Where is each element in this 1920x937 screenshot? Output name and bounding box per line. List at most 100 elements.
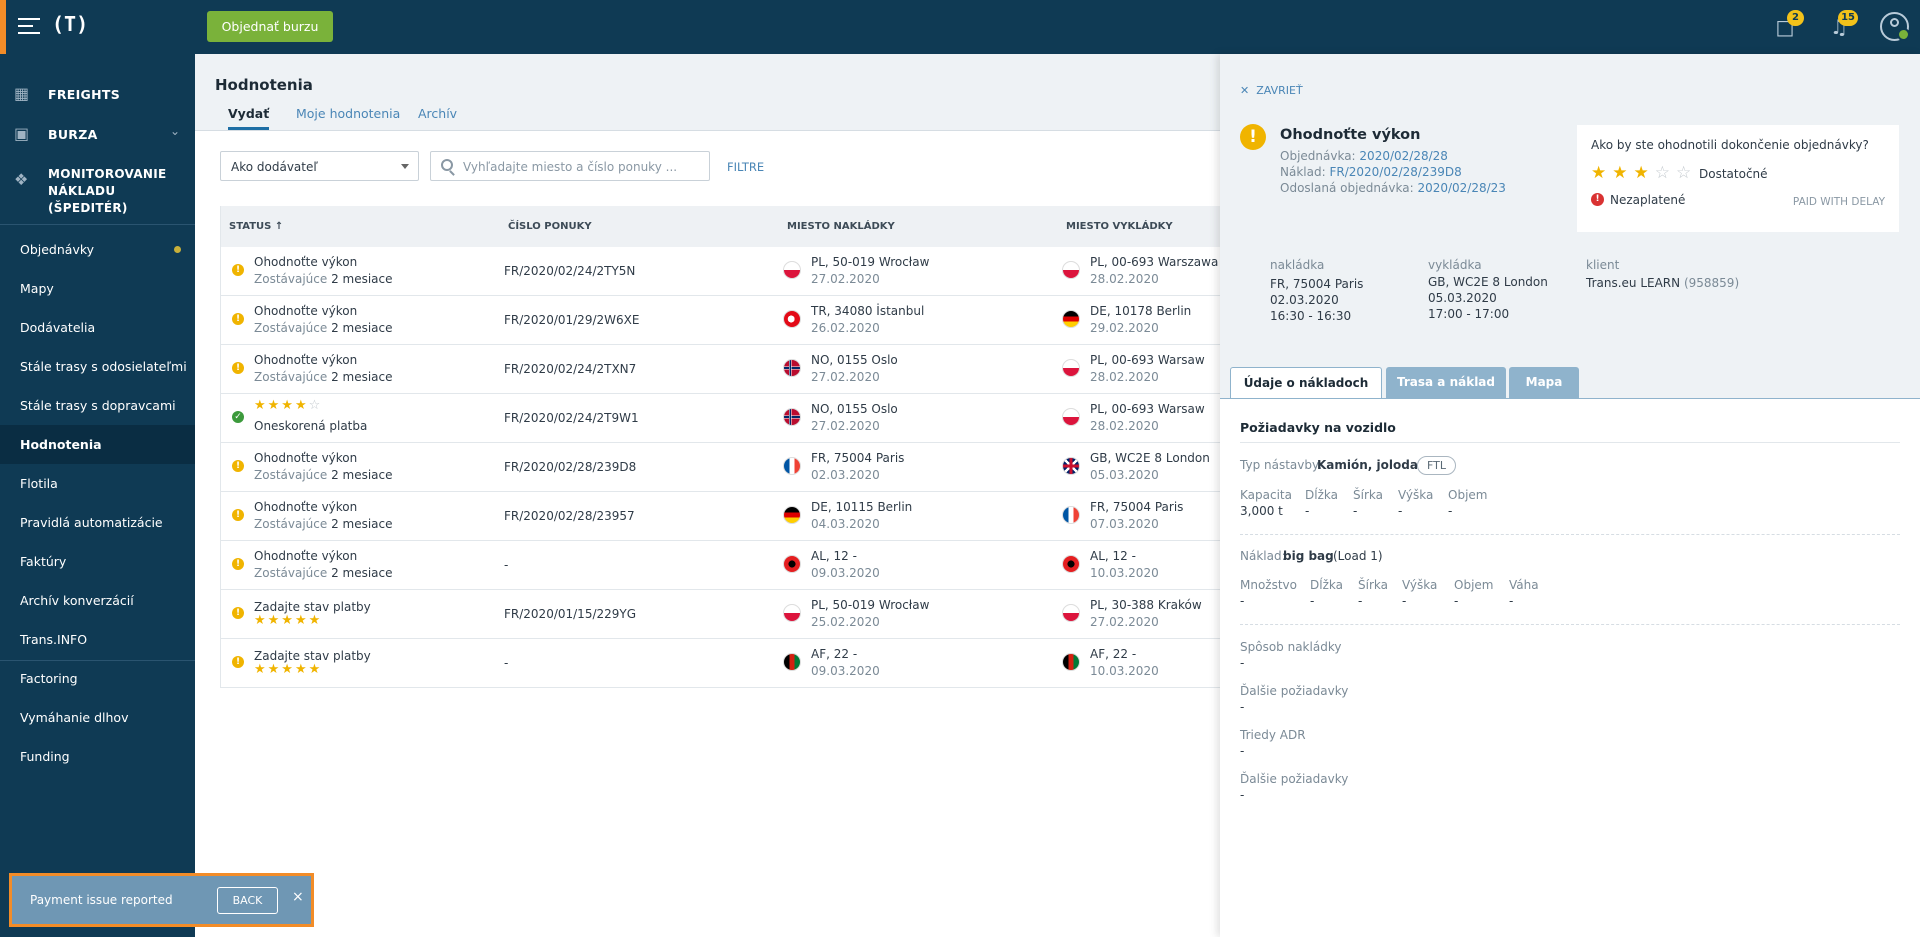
remaining-value: 2 mesiace bbox=[331, 566, 393, 580]
offer-number: FR/2020/02/28/239D8 bbox=[504, 460, 637, 474]
rating-stars[interactable]: ★★★☆☆ bbox=[1591, 163, 1697, 183]
messages-icon[interactable]: □ 2 bbox=[1770, 10, 1804, 42]
sidebar-item-automation[interactable]: Pravidlá automatizácie bbox=[0, 503, 195, 539]
sidebar-item-funding[interactable]: Funding bbox=[0, 737, 195, 773]
unloading-date: 28.02.2020 bbox=[1090, 370, 1159, 384]
tab-my-ratings[interactable]: Moje hodnotenia bbox=[296, 106, 401, 121]
sidebar-item-factoring[interactable]: Factoring bbox=[0, 659, 195, 695]
sent-order-link[interactable]: 2020/02/28/23 bbox=[1417, 181, 1506, 195]
sidebar-item-label: Dodávatelia bbox=[20, 320, 96, 335]
table-row[interactable]: ! Ohodnoťte výkon Zostávajúce 2 mesiace FR/… bbox=[221, 492, 1220, 541]
sidebar-item-debt-collection[interactable]: Vymáhanie dlhov bbox=[0, 698, 195, 734]
tab-map[interactable]: Mapa bbox=[1509, 367, 1579, 398]
unloading-date: 10.03.2020 bbox=[1090, 664, 1159, 678]
unloading-date: 28.02.2020 bbox=[1090, 419, 1159, 433]
sidebar-item-routes-carriers[interactable]: Stále trasy s dopravcami bbox=[0, 386, 195, 422]
sidebar-item-monitoring[interactable]: ❖ MONITOROVANIE NÁKLADU (ŠPEDITÉR) bbox=[0, 158, 195, 215]
star-icon[interactable]: ★ bbox=[1633, 163, 1655, 183]
freight-line: Náklad: FR/2020/02/28/239D8 bbox=[1280, 165, 1462, 179]
star-empty-icon[interactable]: ☆ bbox=[1676, 163, 1698, 183]
divider bbox=[1240, 624, 1900, 625]
table-row[interactable]: ! Ohodnoťte výkon Zostávajúce 2 mesiace FR/… bbox=[221, 443, 1220, 492]
warning-icon: ! bbox=[232, 509, 244, 521]
sidebar-item-maps[interactable]: Mapy bbox=[0, 269, 195, 305]
table-row[interactable]: ! Zadajte stav platby ★★★★★ FR/2020/01/15/2… bbox=[221, 590, 1220, 639]
logo[interactable]: (T) bbox=[52, 12, 89, 36]
top-bar: (T) Objednať burzu □ 2 ♫ 15 bbox=[0, 0, 1920, 54]
freight-link[interactable]: FR/2020/02/28/239D8 bbox=[1329, 165, 1462, 179]
warning-icon: ! bbox=[232, 460, 244, 472]
sidebar-item-freights[interactable]: ▦ FREIGHTS bbox=[0, 78, 195, 108]
loading-place: PL, 50-019 Wrocław bbox=[811, 255, 930, 269]
table-row[interactable]: ✓ ★★★★☆ Oneskorená platba FR/2020/02/24/2T9… bbox=[221, 394, 1220, 443]
back-button[interactable]: BACK bbox=[217, 887, 278, 914]
role-select[interactable]: Ako dodávateľ bbox=[220, 151, 419, 181]
sidebar-item-orders[interactable]: Objednávky bbox=[0, 230, 195, 266]
table-row[interactable]: ! Ohodnoťte výkon Zostávajúce 2 mesiace FR/… bbox=[221, 296, 1220, 345]
body-type-value: Kamión, joloda bbox=[1317, 458, 1418, 472]
status-text: Zadajte stav platby bbox=[254, 649, 371, 663]
avatar[interactable] bbox=[1880, 12, 1910, 41]
sidebar-item-ratings[interactable]: Hodnotenia bbox=[0, 425, 195, 464]
offer-number: FR/2020/01/29/2W6XE bbox=[504, 313, 640, 327]
divider bbox=[0, 660, 195, 661]
loading-date: 09.03.2020 bbox=[811, 566, 880, 580]
unloading-date: 10.03.2020 bbox=[1090, 566, 1159, 580]
order-exchange-button[interactable]: Objednať burzu bbox=[207, 11, 333, 42]
capacity-label: Dĺžka bbox=[1305, 488, 1338, 502]
capacity-value: - bbox=[1448, 504, 1453, 518]
loading-place: DE, 10115 Berlin bbox=[811, 500, 913, 514]
toast-notification: Payment issue reported BACK × bbox=[9, 873, 314, 927]
sidebar-item-burza[interactable]: ▣ BURZA ⌄ bbox=[0, 118, 195, 148]
sidebar-item-suppliers[interactable]: Dodávatelia bbox=[0, 308, 195, 344]
status-text: Ohodnoťte výkon bbox=[254, 451, 358, 465]
flag-icon bbox=[783, 506, 801, 524]
loading-date: 26.02.2020 bbox=[811, 321, 880, 335]
search-input[interactable]: Vyhľadajte miesto a číslo ponuky ... bbox=[430, 151, 710, 181]
column-status[interactable]: STATUS ↑ bbox=[229, 221, 284, 232]
close-button[interactable]: ✕ ZAVRIEŤ bbox=[1240, 84, 1303, 97]
remaining-label: Zostávajúce bbox=[254, 566, 328, 580]
search-placeholder: Vyhľadajte miesto a číslo ponuky ... bbox=[463, 160, 678, 174]
divider bbox=[1240, 534, 1900, 535]
loading-place: AF, 22 - bbox=[811, 647, 858, 661]
order-link[interactable]: 2020/02/28/28 bbox=[1359, 149, 1448, 163]
sidebar-item-conversations[interactable]: Archív konverzácií bbox=[0, 581, 195, 617]
cargo-value: big bag bbox=[1283, 549, 1334, 563]
table-row[interactable]: ! Zadajte stav platby ★★★★★ - AF, 22 - 09.03.… bbox=[221, 639, 1220, 688]
star-icon[interactable]: ★ bbox=[1612, 163, 1634, 183]
tab-archive[interactable]: Archív bbox=[418, 106, 458, 121]
accent-edge bbox=[0, 0, 6, 54]
sidebar-item-label: Vymáhanie dlhov bbox=[20, 710, 129, 725]
flag-icon bbox=[1062, 310, 1080, 328]
client-header: klient bbox=[1586, 258, 1620, 272]
table-header: STATUS ↑ ČÍSLO PONUKY MIESTO NAKLÁDKY MI… bbox=[221, 206, 1220, 247]
filters-link[interactable]: FILTRE bbox=[727, 160, 765, 174]
warning-icon: ! bbox=[232, 607, 244, 619]
menu-icon[interactable] bbox=[18, 18, 40, 36]
sidebar-item-routes-senders[interactable]: Stále trasy s odosielateľmi bbox=[0, 347, 195, 383]
offer-number: FR/2020/02/28/23957 bbox=[504, 509, 635, 523]
tab-freight-data[interactable]: Údaje o nákladoch bbox=[1230, 367, 1382, 399]
tab-issue[interactable]: Vydať bbox=[228, 106, 270, 130]
sidebar-item-label: MONITOROVANIE NÁKLADU (ŠPEDITÉR) bbox=[48, 167, 167, 215]
flag-icon bbox=[783, 310, 801, 328]
sidebar-item-fleet[interactable]: Flotila bbox=[0, 464, 195, 500]
star-empty-icon[interactable]: ☆ bbox=[1654, 163, 1676, 183]
sidebar-item-label: Stále trasy s odosielateľmi bbox=[20, 359, 187, 374]
flag-icon bbox=[1062, 457, 1080, 475]
bell-icon[interactable]: ♫ 15 bbox=[1824, 10, 1858, 42]
close-icon[interactable]: × bbox=[292, 889, 304, 905]
tab-route-cargo[interactable]: Trasa a náklad bbox=[1386, 367, 1506, 398]
table-row[interactable]: ! Ohodnoťte výkon Zostávajúce 2 mesiace - AL… bbox=[221, 541, 1220, 590]
warning-icon: ! bbox=[232, 656, 244, 668]
sidebar-item-transinfo[interactable]: Trans.INFO bbox=[0, 620, 195, 656]
paid-with-delay-label: PAID WITH DELAY bbox=[1792, 196, 1885, 208]
unpaid-status[interactable]: Nezaplatené bbox=[1610, 193, 1686, 207]
table-row[interactable]: ! Ohodnoťte výkon Zostávajúce 2 mesiace FR/… bbox=[221, 345, 1220, 394]
unloading-date: 05.03.2020 bbox=[1090, 468, 1159, 482]
table-row[interactable]: ! Ohodnoťte výkon Zostávajúce 2 mesiace FR/… bbox=[221, 247, 1220, 296]
star-icon[interactable]: ★ bbox=[1591, 163, 1613, 183]
sidebar-item-invoices[interactable]: Faktúry bbox=[0, 542, 195, 578]
loading-place: FR, 75004 Paris bbox=[811, 451, 905, 465]
